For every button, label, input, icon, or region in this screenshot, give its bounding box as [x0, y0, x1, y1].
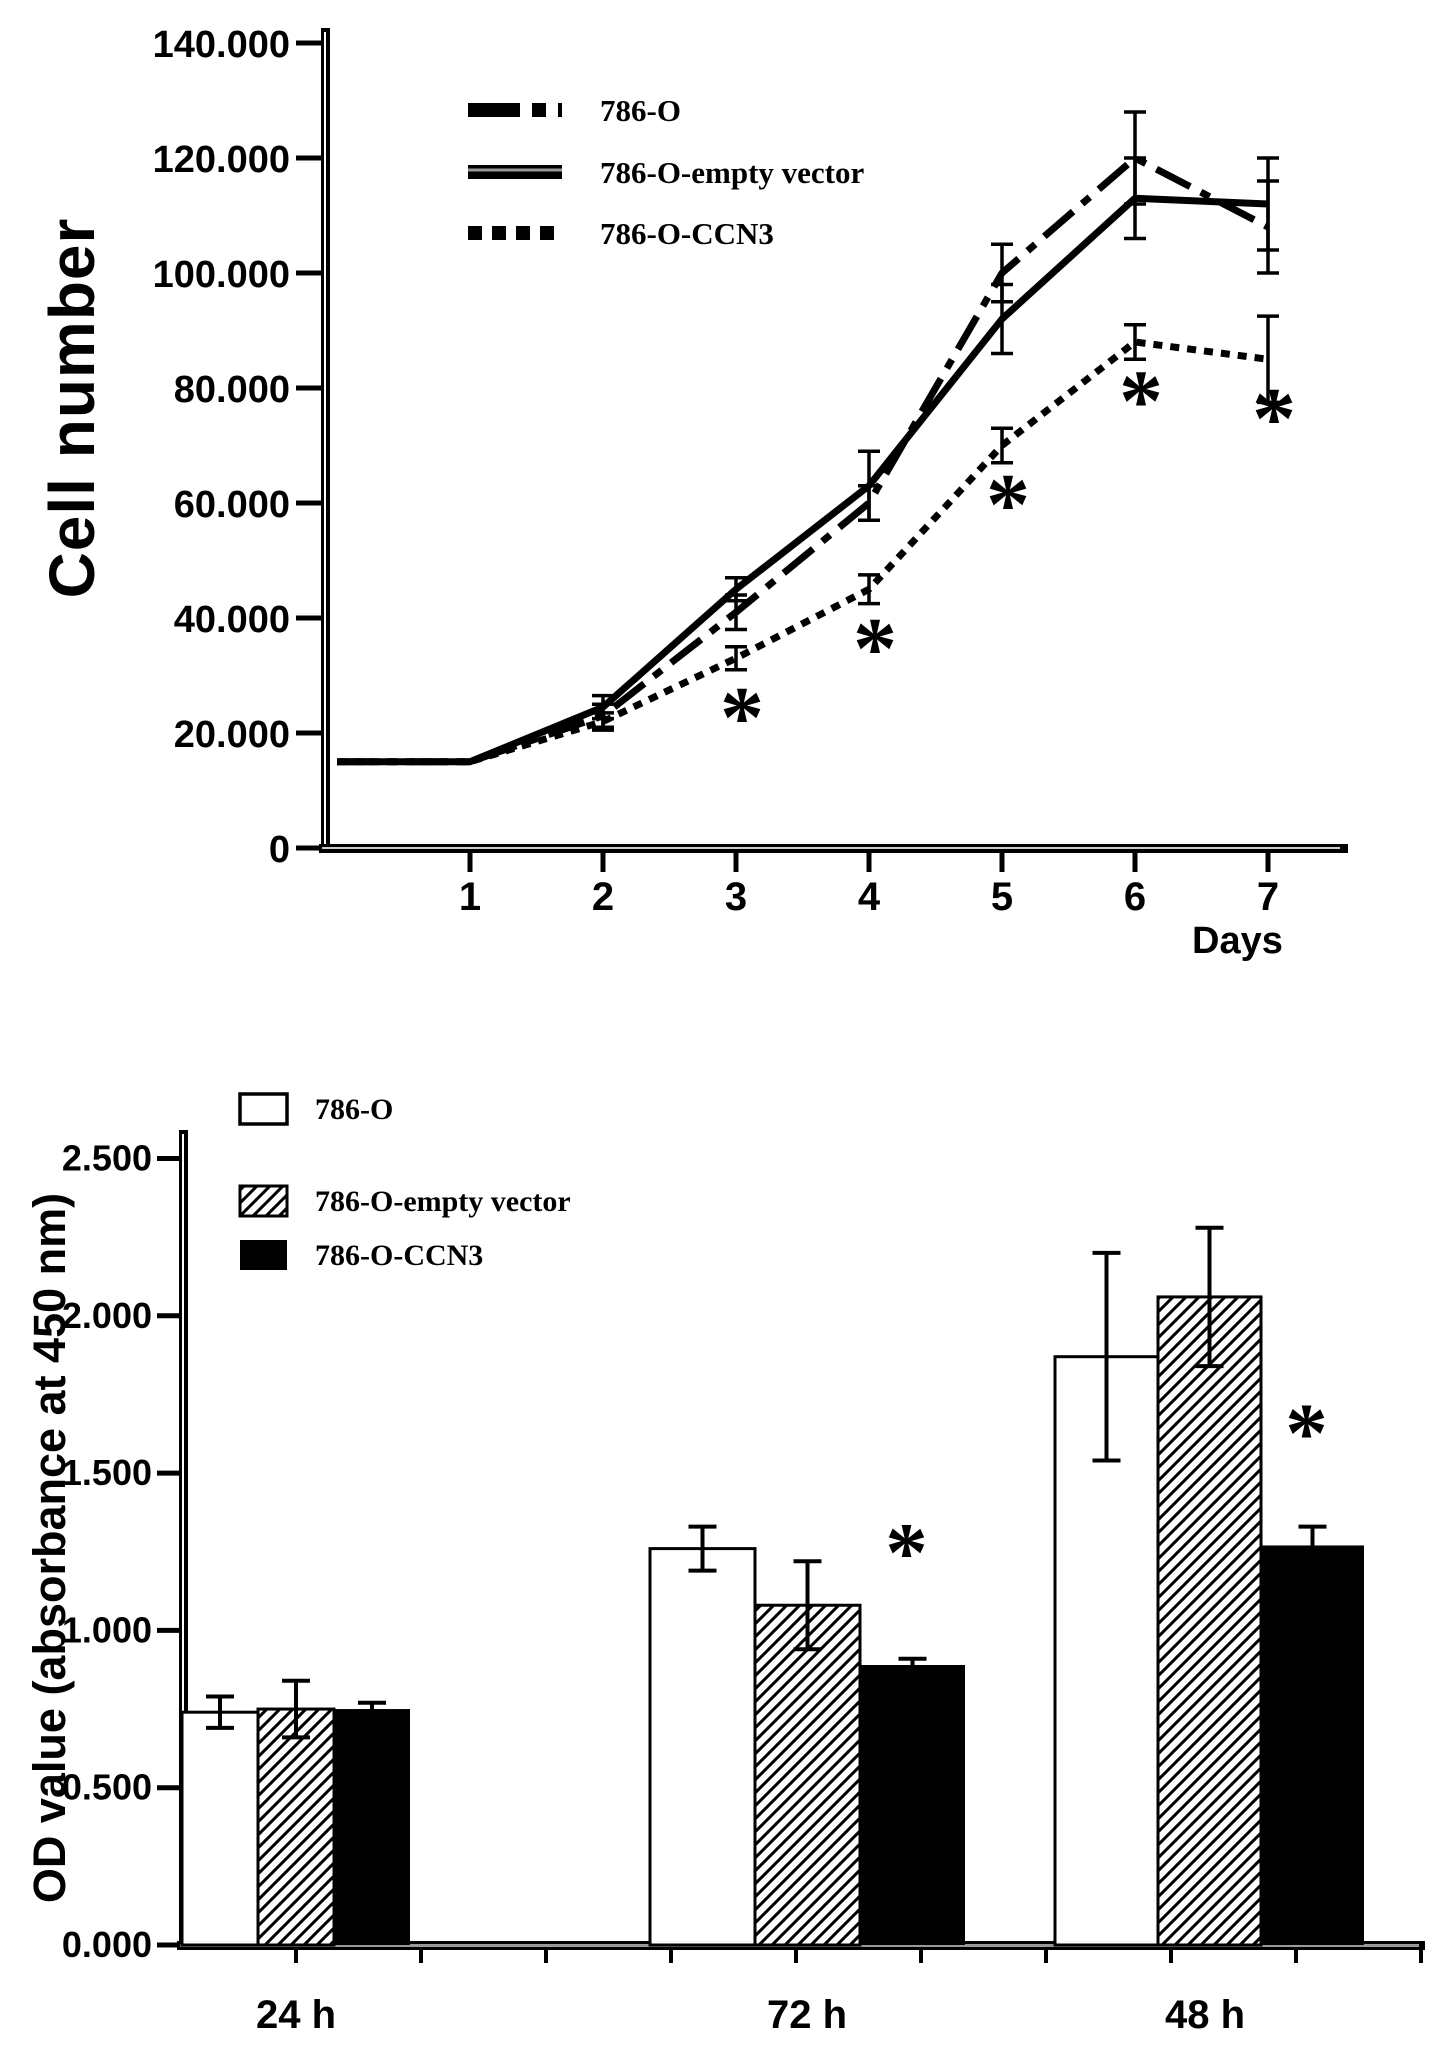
legend-swatch-786-O-empty vector	[238, 1184, 289, 1218]
significance-asterisk: *	[1285, 1386, 1328, 1480]
category-label-48 h: 48 h	[1165, 1993, 1245, 2037]
x-tick-label: 3	[725, 875, 747, 919]
x-tick-label: 4	[858, 875, 881, 919]
significance-asterisk: *	[986, 457, 1030, 554]
bar-786-O-CCN3-48 h	[1261, 1545, 1364, 1945]
x-tick-label: 1	[459, 875, 481, 919]
bar-786-O-empty vector-72 h	[753, 1603, 862, 1947]
legend-label-786-O-CCN3: 786-O-CCN3	[600, 216, 774, 251]
x-axis-inner	[322, 847, 1340, 849]
y-tick-label: 1.500	[62, 1452, 152, 1493]
legend-label-786-O: 786-O	[315, 1093, 393, 1126]
bar-chart: 0.000 0.500 1.000 1.500 2.000 2.500 24 h 72 h 48…	[62, 1092, 1425, 2037]
bar-786-O-CCN3-24 h	[334, 1709, 410, 1945]
y-tick-label: 2.000	[62, 1295, 152, 1336]
y-tick-label: 60.000	[174, 484, 290, 526]
legend-label-786-O-CCN3: 786-O-CCN3	[315, 1239, 483, 1272]
y-tick-label: 140.000	[153, 24, 290, 66]
x-tick-label: 2	[592, 875, 614, 919]
y-axis-inner	[324, 32, 326, 844]
y-tick-label: 40.000	[174, 599, 290, 641]
significance-asterisk: *	[1119, 354, 1163, 451]
y-tick-label: 100.000	[153, 254, 290, 296]
x-tick-label: 5	[991, 875, 1013, 919]
significance-asterisk: *	[720, 670, 764, 767]
y-tick-label: 80.000	[174, 369, 290, 411]
line-chart: 0 20.000 40.000 60.000 80.000 100.000 120.000 1…	[153, 24, 1348, 919]
significance-asterisk: *	[853, 601, 897, 698]
bar-786-O-empty vector-48 h	[1156, 1295, 1263, 1947]
x-tick-label: 6	[1124, 875, 1146, 919]
legend-swatch-786-O-CCN3	[240, 1240, 287, 1270]
line-chart-y-axis-title: Cell number	[36, 217, 108, 599]
series-line-786-O	[337, 154, 1270, 766]
legend-swatch-786-O	[238, 1092, 289, 1126]
y-axis-inner	[182, 1134, 184, 1945]
bar-786-O-CCN3-72 h	[860, 1665, 965, 1945]
bar-chart-y-axis-title: OD value (absorbance at 450 nm)	[24, 1192, 75, 1904]
significance-asterisk: *	[885, 1506, 928, 1600]
y-tick-label: 2.500	[62, 1138, 152, 1179]
significance-asterisk: *	[1252, 371, 1296, 468]
category-label-72 h: 72 h	[767, 1993, 847, 2037]
bar-786-O-24 h	[180, 1710, 260, 1947]
series-line-786-O-empty vector	[337, 194, 1269, 766]
x-tick-label: 7	[1257, 875, 1279, 919]
legend-label-786-O-empty vector: 786-O-empty vector	[315, 1185, 571, 1218]
legend-label-786-O: 786-O	[600, 93, 681, 128]
line-chart-x-axis-title: Days	[1192, 920, 1283, 962]
y-tick-label: 20.000	[174, 714, 290, 756]
y-tick-label: 0.000	[62, 1924, 152, 1965]
series-line-786-O-CCN3	[337, 338, 1269, 766]
y-tick-label: 120.000	[153, 139, 290, 181]
bar-786-O-72 h	[648, 1547, 757, 1947]
bar-786-O-empty vector-24 h	[256, 1707, 336, 1947]
y-tick-label: 0.500	[62, 1767, 152, 1808]
category-label-24 h: 24 h	[256, 1993, 336, 2037]
legend-label-786-O-empty vector: 786-O-empty vector	[600, 155, 864, 190]
y-tick-label: 1.000	[62, 1609, 152, 1650]
y-tick-label: 0	[269, 829, 290, 871]
